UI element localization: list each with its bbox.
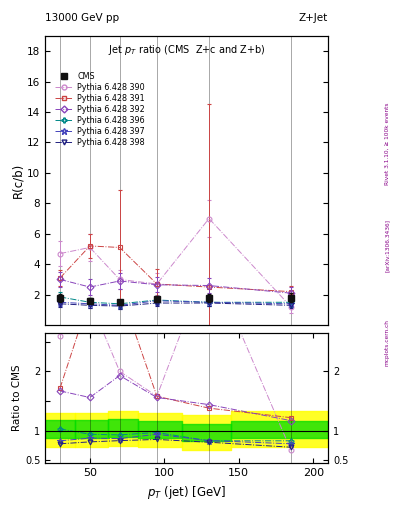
Legend: CMS, Pythia 6.428 390, Pythia 6.428 391, Pythia 6.428 392, Pythia 6.428 396, Pyt: CMS, Pythia 6.428 390, Pythia 6.428 391,… bbox=[52, 69, 148, 151]
Y-axis label: R(c/b): R(c/b) bbox=[11, 163, 24, 198]
X-axis label: $p_T$ (jet) [GeV]: $p_T$ (jet) [GeV] bbox=[147, 484, 226, 501]
Text: Jet $p_T$ ratio (CMS  Z+c and Z+b): Jet $p_T$ ratio (CMS Z+c and Z+b) bbox=[108, 43, 266, 57]
Text: 13000 GeV pp: 13000 GeV pp bbox=[45, 13, 119, 23]
Text: Rivet 3.1.10, ≥ 100k events: Rivet 3.1.10, ≥ 100k events bbox=[385, 102, 389, 185]
Text: [arXiv:1306.3436]: [arXiv:1306.3436] bbox=[385, 219, 389, 272]
Text: Z+Jet: Z+Jet bbox=[299, 13, 328, 23]
Y-axis label: Ratio to CMS: Ratio to CMS bbox=[12, 365, 22, 432]
Text: mcplots.cern.ch: mcplots.cern.ch bbox=[385, 319, 389, 367]
